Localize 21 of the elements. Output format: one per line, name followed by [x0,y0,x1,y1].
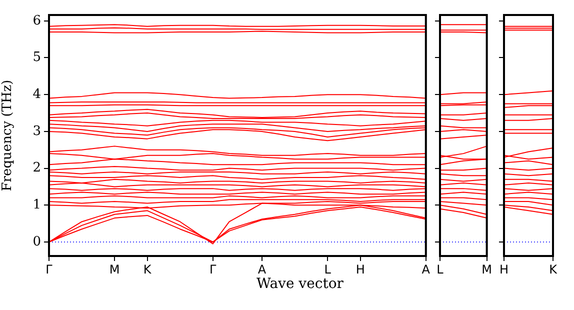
x-tick-label: Γ [210,262,217,276]
y-tick-label: 0 [32,234,41,250]
x-tick-label: H [499,262,509,276]
y-tick-label: 2 [32,160,41,176]
x-tick-label: Γ [46,262,53,276]
x-tick-label: A [422,262,431,276]
x-axis-title: Wave vector [256,276,344,292]
y-tick-label: 3 [32,124,41,139]
y-axis-title: Frequency (THz) [0,80,16,192]
y-tick-label: 5 [32,50,41,66]
y-tick-label: 6 [32,13,41,28]
x-tick-label: A [258,262,267,276]
x-tick-label: M [109,262,120,276]
y-tick-label: 4 [32,86,41,102]
y-tick-label: 1 [32,198,41,213]
x-tick-label: K [143,262,152,276]
x-tick-label: H [356,262,365,276]
x-tick-label: L [324,262,332,276]
x-tick-label: L [436,262,444,276]
x-tick-label: M [482,262,492,276]
x-tick-label: K [549,262,558,276]
